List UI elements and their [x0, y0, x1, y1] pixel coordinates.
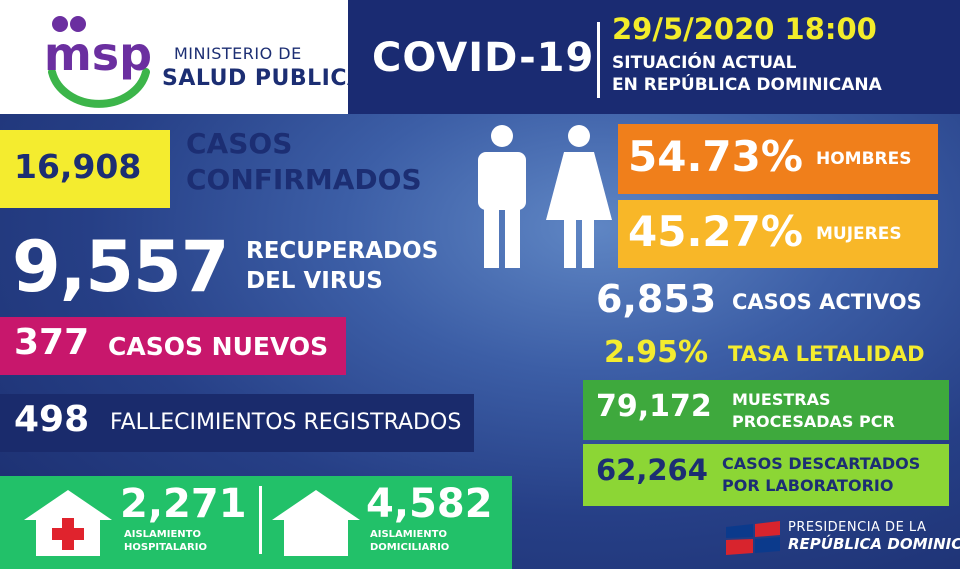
new-cases-box — [0, 317, 346, 375]
header-datetime: 29/5/2020 18:00 — [612, 12, 877, 46]
women-label: MUJERES — [816, 224, 902, 244]
home-isolation-label-line2: DOMICILIARIO — [370, 542, 450, 553]
man-icon — [478, 125, 526, 268]
house-icon — [272, 490, 360, 556]
home-isolation-value: 4,582 — [366, 481, 493, 527]
men-percentage: 54.73% — [628, 132, 803, 181]
discarded-label-line2: POR LABORATORIO — [722, 476, 894, 495]
msp-logo-icon: msp — [44, 16, 152, 108]
pcr-label-line2: PROCESADAS PCR — [732, 412, 895, 431]
hospital-isolation-label-line2: HOSPITALARIO — [124, 542, 207, 553]
women-percentage: 45.27% — [628, 207, 803, 256]
confirmed-box — [0, 130, 170, 208]
discarded-value: 62,264 — [596, 453, 708, 487]
active-cases-label: CASOS ACTIVOS — [732, 290, 922, 314]
home-isolation-label-line1: AISLAMIENTO — [370, 529, 447, 540]
recovered-label-line1: RECUPERADOS — [246, 238, 439, 264]
presidency-line1: PRESIDENCIA DE LA — [788, 520, 927, 535]
women-box — [618, 200, 938, 268]
header-panel — [348, 0, 960, 114]
discarded-box — [583, 444, 949, 506]
header-subtitle-line1: SITUACIÓN ACTUAL — [612, 53, 797, 73]
woman-icon — [546, 125, 612, 268]
recovered-label-line2: DEL VIRUS — [246, 268, 383, 294]
pcr-label-line1: MUESTRAS — [732, 390, 831, 409]
deaths-value: 498 — [14, 399, 90, 440]
ministry-name-line1: MINISTERIO DE — [174, 44, 302, 63]
deaths-label: FALLECIMIENTOS REGISTRADOS — [110, 410, 462, 435]
ministry-name-line2: SALUD PUBLICA — [162, 66, 365, 91]
header-subtitle-line2: EN REPÚBLICA DOMINICANA — [612, 75, 882, 95]
confirmed-value: 16,908 — [14, 147, 142, 186]
confirmed-label-line1: CASOS — [186, 127, 293, 160]
discarded-label-line1: CASOS DESCARTADOS — [722, 454, 921, 473]
pcr-value: 79,172 — [596, 389, 712, 424]
header-title: COVID-19 — [372, 35, 595, 81]
deaths-box — [0, 394, 474, 452]
hospital-icon — [24, 490, 112, 556]
logo-mark-text: msp — [44, 27, 152, 81]
men-box — [618, 124, 938, 194]
active-cases-value: 6,853 — [596, 277, 717, 321]
lethality-label: TASA LETALIDAD — [728, 342, 925, 366]
confirmed-label-line2: CONFIRMADOS — [186, 163, 422, 196]
men-label: HOMBRES — [816, 149, 912, 169]
hospital-isolation-label-line1: AISLAMIENTO — [124, 529, 201, 540]
header-divider — [597, 22, 600, 98]
new-cases-value: 377 — [14, 322, 90, 363]
isolation-divider — [259, 486, 262, 554]
lethality-value: 2.95% — [604, 335, 709, 370]
recovered-value: 9,557 — [12, 226, 229, 308]
new-cases-label: CASOS NUEVOS — [108, 332, 329, 361]
dominican-flag-icon — [726, 521, 780, 555]
hospital-isolation-value: 2,271 — [120, 481, 247, 527]
presidency-line2: REPÚBLICA DOMINICANA — [788, 535, 960, 553]
pcr-box — [583, 380, 949, 440]
